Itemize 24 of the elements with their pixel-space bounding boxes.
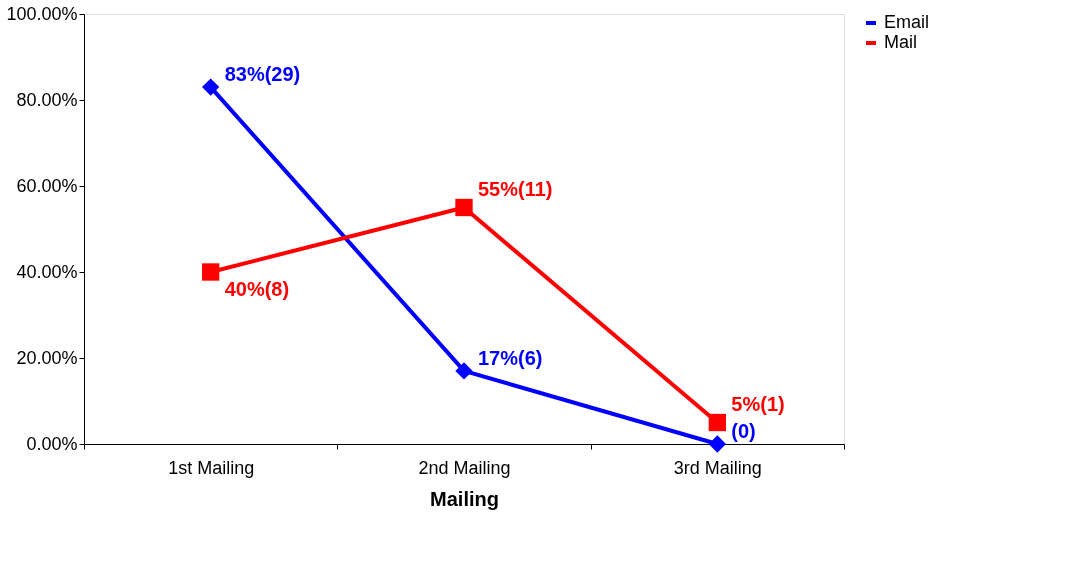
point	[202, 263, 220, 281]
legend-label: Email	[884, 12, 930, 32]
data-label: 40%(8)	[224, 278, 290, 300]
data-label: 17%(6)	[478, 346, 543, 369]
point	[202, 78, 220, 96]
legend-label: Mail	[884, 32, 918, 52]
data-label: (0)	[731, 420, 756, 442]
y-tick-label: 100.00%	[6, 3, 78, 24]
y-tick-label: 20.00%	[16, 347, 78, 368]
point	[455, 362, 473, 380]
y-tick-label: 60.00%	[16, 175, 78, 196]
x-axis-title: Mailing	[430, 487, 499, 510]
data-label: 83%(29)	[224, 63, 301, 86]
y-tick-label: 0.00%	[26, 433, 78, 454]
point	[455, 198, 473, 217]
x-tick-label: 3rd Mailing	[673, 457, 762, 478]
x-tick-label: 1st Mailing	[168, 457, 255, 478]
point	[708, 413, 726, 432]
x-tick-label: 2nd Mailing	[418, 457, 511, 478]
point	[708, 435, 726, 453]
data-label: 5%(1)	[731, 392, 785, 415]
y-tick-label: 40.00%	[16, 261, 78, 282]
data-label: 55%(11)	[478, 177, 553, 200]
y-tick-label: 80.00%	[16, 89, 78, 110]
